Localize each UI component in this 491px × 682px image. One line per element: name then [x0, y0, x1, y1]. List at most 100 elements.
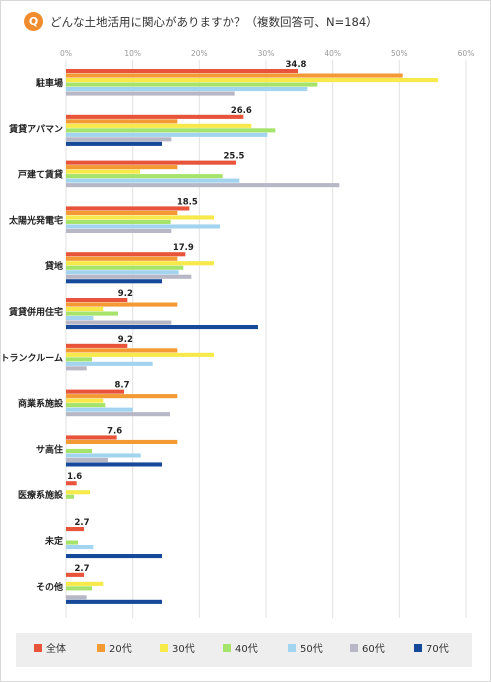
data-label: 9.2	[118, 335, 133, 345]
bar	[66, 311, 118, 316]
category-label: トランクルーム	[1, 353, 63, 364]
bar	[66, 270, 179, 275]
bar	[66, 389, 124, 394]
legend-label: 60代	[362, 644, 385, 655]
legend-label: 50代	[300, 644, 323, 655]
category-label: 商業系施設	[18, 398, 64, 410]
x-tick-label: 10%	[124, 49, 141, 58]
bar	[66, 403, 106, 408]
bar	[66, 252, 186, 257]
bar	[66, 279, 162, 284]
bar	[66, 307, 104, 312]
legend-swatch	[160, 644, 168, 652]
chart-header: Q どんな土地活用に関心がありますか？（複数回答可、N=184）	[0, 0, 489, 44]
bar	[66, 320, 172, 325]
bar	[66, 462, 162, 467]
bar	[66, 316, 94, 321]
x-tick-label: 0%	[60, 49, 72, 58]
data-label: 26.6	[231, 106, 252, 116]
bar	[66, 137, 172, 142]
bar	[66, 265, 184, 270]
legend-item: 70代	[414, 643, 449, 657]
bar	[66, 490, 90, 495]
bar-chart: 0% 10% 20% 30% 40% 50% 60% 駐車場 34.8 賃貸アパマン 26.6 戸建て…	[1, 49, 475, 618]
category-label: 戸建て賃貸	[18, 169, 63, 181]
category-label: 医療系施設	[18, 489, 64, 501]
bar	[66, 82, 318, 87]
bar	[66, 407, 133, 412]
bar	[66, 302, 178, 307]
bar	[66, 554, 162, 559]
bar	[66, 361, 153, 366]
bar	[66, 581, 104, 586]
bar	[66, 132, 268, 137]
bar	[66, 545, 94, 550]
bar	[66, 527, 84, 532]
bar	[66, 261, 214, 266]
legend-item: 全体	[34, 643, 66, 657]
category-label: 太陽光発電宅	[8, 214, 63, 226]
category-label: 賃貸併用住宅	[8, 306, 63, 318]
bar	[66, 219, 171, 224]
bar	[66, 123, 252, 128]
x-tick-label: 60%	[458, 49, 475, 58]
legend-swatch	[288, 644, 296, 652]
bar	[66, 439, 178, 444]
data-label: 2.7	[74, 518, 89, 528]
legend-swatch	[414, 644, 422, 652]
bar	[66, 394, 178, 399]
legend-label: 70代	[426, 644, 449, 655]
bar	[66, 178, 240, 183]
category-label: 駐車場	[36, 77, 63, 89]
x-tick-label: 30%	[258, 49, 275, 58]
category-label: 賃貸アパマン	[8, 123, 63, 135]
bar	[66, 114, 244, 119]
bar	[66, 325, 258, 330]
category-label: 貸地	[45, 260, 63, 272]
x-tick-label: 50%	[391, 49, 408, 58]
chart-title: どんな土地活用に関心がありますか？（複数回答可、N=184）	[50, 15, 378, 29]
question-badge: Q	[24, 12, 43, 31]
bar	[66, 366, 87, 371]
chart-legend: 全体 20代 30代 40代 50代 60代 70代	[16, 633, 472, 667]
bar	[66, 174, 223, 179]
bar	[66, 481, 77, 486]
x-tick-label: 20%	[191, 49, 208, 58]
legend-item: 20代	[97, 643, 132, 657]
x-tick-label: 40%	[324, 49, 341, 58]
data-label: 9.2	[118, 289, 133, 299]
bar	[66, 352, 214, 357]
bar	[66, 128, 276, 133]
bar	[66, 599, 162, 604]
bar	[66, 256, 178, 261]
data-label: 34.8	[286, 60, 307, 70]
category-label: その他	[36, 581, 63, 593]
bar	[66, 595, 87, 600]
bar	[66, 343, 128, 348]
bar	[66, 348, 178, 353]
bar	[66, 87, 308, 92]
bar	[66, 215, 214, 220]
bar	[66, 224, 220, 229]
bar	[66, 78, 438, 83]
bar	[66, 160, 236, 165]
legend-swatch	[97, 644, 105, 652]
bar	[66, 69, 298, 74]
bar	[66, 210, 178, 215]
data-label: 2.7	[74, 564, 89, 574]
legend-label: 30代	[172, 644, 195, 655]
bar	[66, 141, 162, 146]
bar	[66, 412, 170, 417]
legend-label: 40代	[235, 644, 258, 655]
bar	[66, 435, 117, 440]
bar	[66, 274, 192, 279]
data-label: 18.5	[177, 197, 198, 207]
bar	[66, 453, 141, 458]
bar	[66, 398, 104, 403]
bar	[66, 119, 178, 124]
bar	[66, 457, 108, 462]
bar	[66, 298, 128, 303]
data-label: 1.6	[67, 472, 82, 482]
legend-swatch	[350, 644, 358, 652]
